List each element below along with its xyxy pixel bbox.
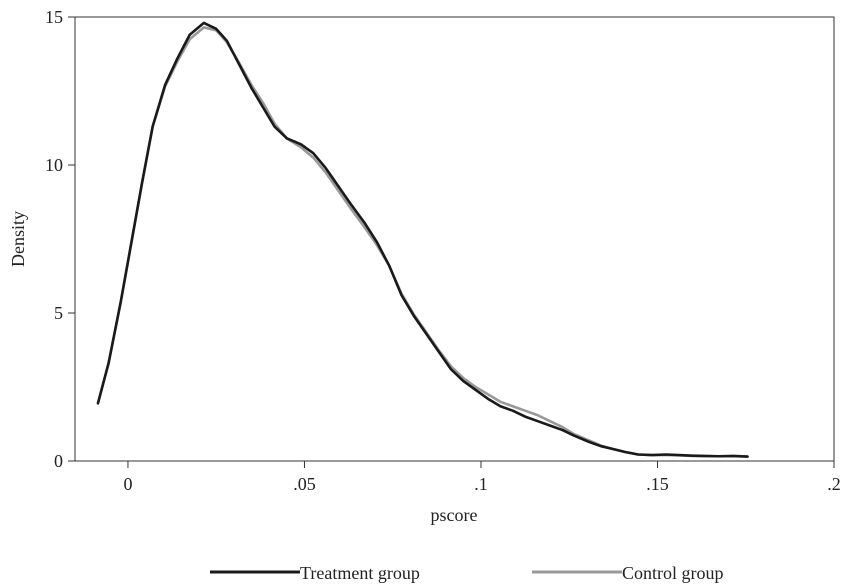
x-axis: 0 .05 .1 .15 .2: [123, 461, 841, 494]
series-line-control: [96, 26, 749, 458]
legend-label-treatment: Treatment group: [300, 563, 420, 583]
x-tick-label-2: .1: [474, 474, 488, 494]
plot-frame: [74, 16, 835, 462]
legend-label-control: Control group: [622, 563, 724, 583]
y-tick-label-0: 0: [54, 451, 63, 471]
y-tick-label-2: 10: [45, 155, 63, 175]
legend: Treatment group Control group: [210, 563, 724, 583]
y-axis-label: Density: [8, 211, 28, 267]
x-tick-label-1: .05: [293, 474, 316, 494]
y-tick-label-1: 5: [54, 303, 63, 323]
series-line-treatment: [96, 21, 749, 458]
x-tick-label-4: .2: [827, 474, 841, 494]
series-layer: [96, 21, 749, 458]
x-axis-label: pscore: [431, 505, 478, 525]
x-tick-label-0: 0: [123, 474, 132, 494]
y-tick-label-3: 15: [45, 7, 63, 27]
x-tick-label-3: .15: [646, 474, 669, 494]
y-axis: 0 5 10 15: [45, 7, 75, 471]
